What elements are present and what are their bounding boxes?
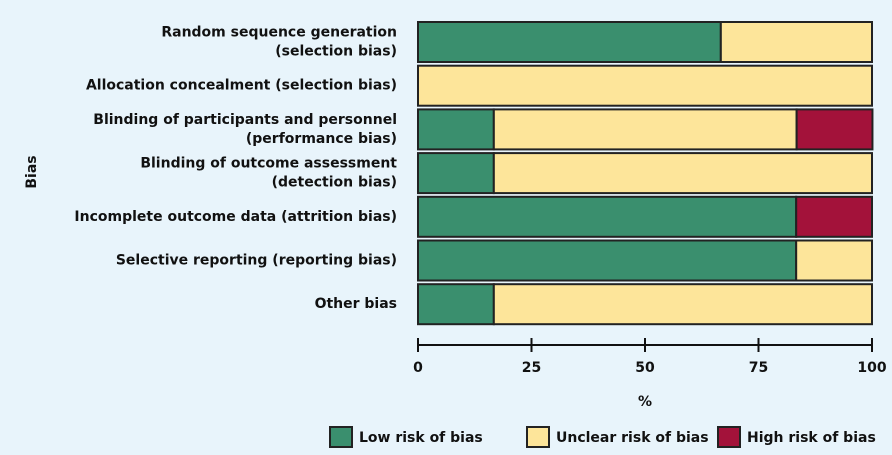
- bar-segment: [492, 283, 873, 326]
- bar-segment: [417, 283, 495, 326]
- bar-segment: [417, 64, 873, 107]
- x-tick-label: 75: [749, 360, 768, 376]
- bar-segment: [417, 108, 495, 151]
- category-label: Blinding of outcome assessment (detection…: [140, 156, 397, 191]
- bar-segment: [795, 108, 874, 151]
- legend-label: High risk of bias: [747, 430, 876, 446]
- category-label: Selective reporting (reporting bias): [116, 253, 397, 269]
- bar-segment: [719, 21, 873, 63]
- x-axis-label: %: [638, 394, 652, 410]
- category-label: Incomplete outcome data (attrition bias): [74, 209, 397, 225]
- bar-segment: [492, 152, 873, 195]
- bar-segment: [417, 21, 722, 63]
- legend-swatch: [526, 426, 550, 448]
- bar-segment: [795, 195, 874, 238]
- x-tick-label: 0: [413, 360, 423, 376]
- bar-segment: [417, 195, 798, 238]
- legend-label: Low risk of bias: [359, 430, 483, 446]
- bar-segment: [492, 108, 798, 151]
- category-label: Other bias: [315, 296, 397, 312]
- bar-segment: [417, 239, 798, 282]
- category-label: Random sequence generation (selection bia…: [161, 25, 397, 60]
- x-tick-label: 100: [857, 360, 886, 376]
- bar-segment: [795, 239, 874, 282]
- x-tick-label: 50: [635, 360, 655, 376]
- legend-label: Unclear risk of bias: [556, 430, 709, 446]
- bar-segment: [417, 152, 495, 195]
- legend-swatch: [329, 426, 353, 448]
- x-tick-label: 25: [522, 360, 541, 376]
- legend-swatch: [717, 426, 741, 448]
- category-label: Blinding of participants and personnel (p…: [93, 112, 397, 147]
- category-label: Allocation concealment (selection bias): [86, 78, 397, 94]
- y-axis-label: Bias: [24, 155, 40, 188]
